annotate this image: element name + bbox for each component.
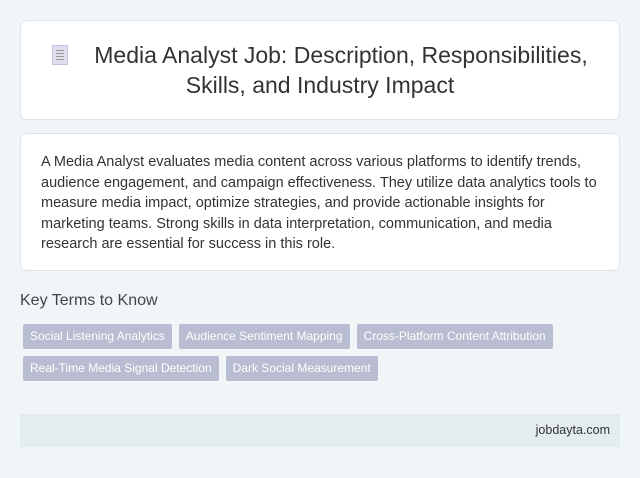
key-term-tag: Cross-Platform Content Attribution [356,324,553,349]
footer: jobdayta.com [20,414,620,447]
key-term-tag: Audience Sentiment Mapping [178,324,350,349]
title-card: Media Analyst Job: Description, Responsi… [20,20,620,120]
key-terms-heading: Key Terms to Know [20,292,158,309]
key-terms-list: Social Listening Analytics Audience Sent… [23,324,603,381]
key-term-tag: Social Listening Analytics [23,324,172,349]
key-term-tag: Real-Time Media Signal Detection [23,356,219,381]
footer-site: jobdayta.com [535,423,610,437]
key-term-tag: Dark Social Measurement [225,356,378,381]
description-card: A Media Analyst evaluates media content … [20,133,620,271]
description-text: A Media Analyst evaluates media content … [41,154,597,252]
page-title: Media Analyst Job: Description, Responsi… [21,40,619,100]
page-title-text: Media Analyst Job: Description, Responsi… [94,42,588,98]
document-icon [52,45,69,65]
